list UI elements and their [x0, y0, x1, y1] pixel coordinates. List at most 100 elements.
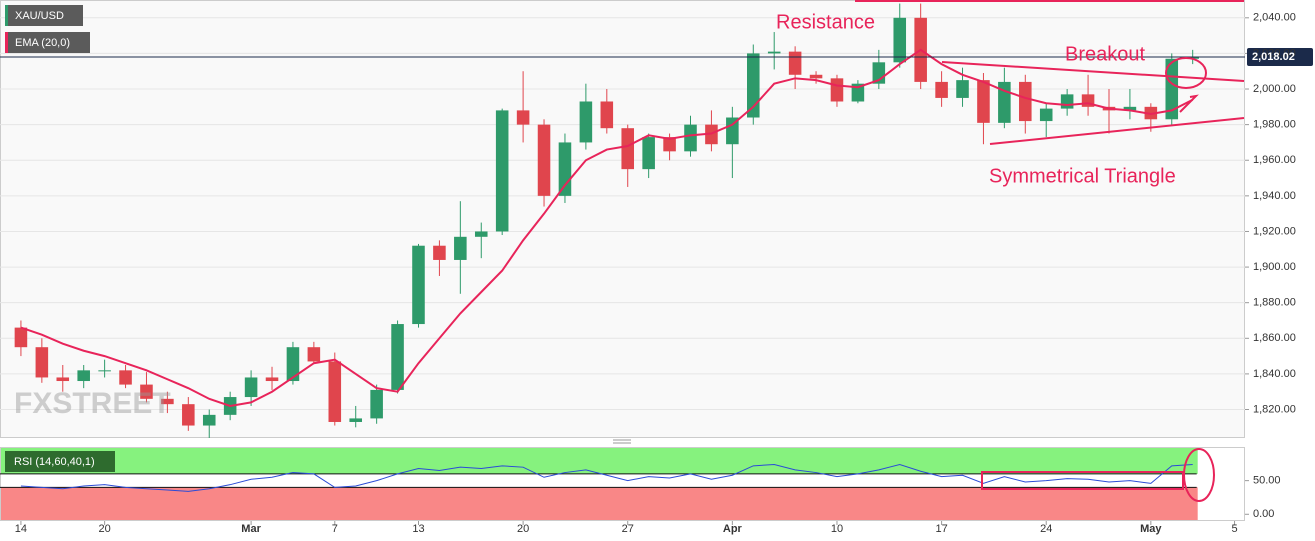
x-tick-label: 5	[1231, 523, 1237, 535]
candle-body	[474, 231, 488, 237]
rsi-line	[20, 463, 1193, 492]
ema-line	[20, 48, 1194, 407]
candle-body	[14, 327, 28, 348]
candle-body	[412, 245, 425, 325]
legend-box	[5, 5, 83, 26]
candle-body	[1123, 106, 1137, 111]
candle-body	[767, 51, 781, 54]
arrow	[1179, 94, 1199, 113]
y-tick-label: 1,860.00	[1253, 332, 1296, 344]
x-tick-label: 14	[15, 523, 27, 535]
x-tick-label: 13	[412, 523, 424, 535]
candle-body	[328, 361, 342, 422]
trendline	[941, 61, 1245, 82]
x-tick-label: May	[1140, 523, 1162, 535]
candle-body	[98, 370, 111, 372]
legend-box	[5, 451, 115, 472]
candle-body	[370, 389, 383, 419]
x-tick-label: 7	[332, 523, 338, 535]
y-tick-label: 0.00	[1253, 508, 1274, 520]
annotation: Symmetrical Triangle	[989, 165, 1176, 187]
candle-body	[35, 347, 49, 378]
y-tick-label: 50.00	[1253, 475, 1281, 487]
candle-body	[516, 110, 530, 125]
y-tick-label: 1,980.00	[1253, 119, 1296, 131]
y-tick-label: 1,880.00	[1253, 297, 1296, 309]
annotation: Breakout	[1065, 43, 1145, 65]
overbought-band	[1, 448, 1198, 474]
candle-body	[56, 377, 70, 382]
x-tick-label: Mar	[241, 523, 261, 535]
oversold-band	[1, 487, 1198, 520]
y-tick-label: 1,940.00	[1253, 190, 1296, 202]
candle-body	[307, 347, 321, 362]
candle-body	[140, 384, 153, 399]
candle-body	[600, 101, 614, 129]
legend-box	[5, 32, 90, 53]
candle-body	[1165, 58, 1179, 120]
x-tick-label: Apr	[723, 523, 743, 535]
price-tag	[1247, 47, 1313, 66]
candle-body	[1019, 81, 1032, 122]
candle-body	[286, 347, 300, 382]
candle-body	[537, 124, 551, 196]
annotation: Resistance	[776, 11, 875, 33]
candle-body	[391, 324, 404, 390]
candle-body	[558, 142, 572, 196]
candle-body	[454, 236, 467, 260]
candle-body	[244, 377, 258, 398]
symbol-label: XAU/USD	[15, 10, 64, 22]
candle-body	[621, 128, 635, 170]
candle-body	[684, 124, 697, 152]
candle-body	[119, 370, 132, 385]
y-tick-label: 2,040.00	[1253, 12, 1296, 24]
price-panel	[0, 0, 1245, 438]
candle-body	[265, 377, 279, 382]
rsi-label: RSI (14,60,40,1)	[14, 456, 95, 468]
candle-body	[579, 101, 593, 143]
candle-body	[935, 81, 948, 98]
candle-body	[663, 137, 676, 152]
y-tick-label: 1,920.00	[1253, 225, 1296, 237]
candle-body	[77, 370, 90, 382]
candle-body	[495, 110, 509, 232]
candle-body	[830, 78, 844, 102]
candle-body	[747, 53, 760, 118]
y-tick-label: 1,900.00	[1253, 261, 1296, 273]
candle-body	[161, 398, 174, 405]
candle-body	[433, 245, 446, 260]
candle-body	[642, 137, 655, 170]
x-tick-label: 20	[98, 523, 110, 535]
candle-body	[202, 414, 216, 426]
y-tick-label: 1,960.00	[1253, 154, 1296, 166]
x-tick-label: 10	[831, 523, 843, 535]
ema-label: EMA (20,0)	[15, 37, 70, 49]
x-tick-label: 27	[622, 523, 634, 535]
candle-body	[182, 404, 195, 426]
rsi-box	[981, 471, 1184, 490]
legend-accent	[5, 32, 8, 53]
candle-body	[893, 17, 907, 63]
price-tag-label: 2,018.02	[1252, 51, 1295, 63]
y-tick-label: 2,000.00	[1253, 83, 1296, 95]
candle-body	[977, 80, 990, 123]
x-tick-label: 17	[935, 523, 947, 535]
y-tick-label: 1,820.00	[1253, 403, 1296, 415]
candle-body	[788, 51, 802, 75]
trendline	[989, 117, 1245, 145]
legend-accent	[5, 5, 8, 26]
candle-body	[956, 80, 969, 98]
candle-body	[809, 74, 823, 79]
watermark: FXSTREET	[14, 387, 171, 420]
candle-body	[1039, 108, 1053, 122]
breakout-circle	[1165, 57, 1207, 89]
candle-body	[349, 418, 362, 422]
x-tick-label: 24	[1040, 523, 1052, 535]
x-tick-label: 20	[517, 523, 529, 535]
candle-body	[1060, 94, 1074, 109]
y-tick-label: 1,840.00	[1253, 368, 1296, 380]
candle-body	[851, 83, 865, 102]
y-tick-label: 2,020.00	[1253, 47, 1296, 59]
candle-body	[726, 117, 739, 145]
